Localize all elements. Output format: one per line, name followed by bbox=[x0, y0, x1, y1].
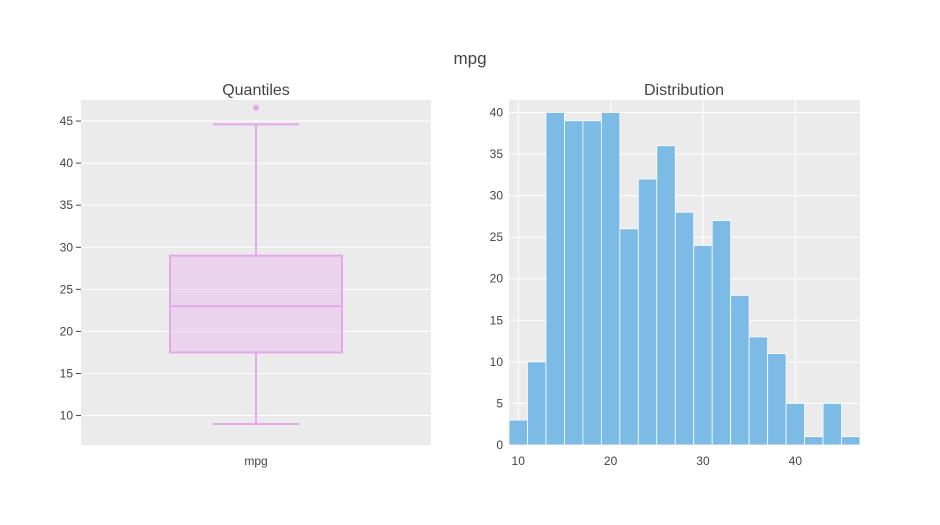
histogram-bar bbox=[637, 178, 658, 446]
box-y-tick-label: 25 bbox=[60, 282, 74, 296]
histogram-bar bbox=[841, 436, 861, 446]
histogram-bar bbox=[822, 403, 842, 446]
histogram-y-tick-label: 30 bbox=[490, 189, 504, 203]
histogram-bar bbox=[693, 245, 713, 446]
histogram-bar bbox=[730, 294, 750, 446]
box-x-tick-label: mpg bbox=[244, 454, 267, 468]
box-y-tick-label: 45 bbox=[60, 114, 74, 128]
histogram-bar bbox=[564, 120, 584, 446]
histogram-bar bbox=[767, 353, 787, 446]
histogram-x-tick-label: 40 bbox=[789, 454, 803, 468]
histogram-bar bbox=[748, 336, 769, 446]
histogram-bar bbox=[804, 436, 824, 446]
histogram-bar bbox=[600, 112, 621, 446]
box-plot-title: Quantiles bbox=[222, 82, 290, 99]
histogram-y-tick-label: 25 bbox=[490, 230, 504, 244]
histogram-bar bbox=[619, 228, 639, 446]
histogram-bar bbox=[656, 145, 676, 446]
histogram-panel: 10 20 30 40 0 5 10 15 20 25 30 35 40 bbox=[490, 100, 861, 468]
box-plot-panel: 10 15 20 25 30 35 40 45 mpg bbox=[60, 100, 431, 468]
histogram-bar bbox=[527, 361, 547, 446]
box-y-tick-label: 40 bbox=[60, 156, 74, 170]
histogram-bar bbox=[785, 403, 805, 446]
box-outlier bbox=[253, 104, 259, 111]
histogram-bar bbox=[545, 112, 565, 446]
histogram-y-tick-label: 35 bbox=[490, 147, 504, 161]
box-y-tick-label: 15 bbox=[60, 366, 74, 380]
box-y-tick-label: 35 bbox=[60, 198, 74, 212]
histogram-y-tick-label: 10 bbox=[490, 355, 504, 369]
histogram-y-tick-label: 40 bbox=[490, 105, 504, 119]
histogram-y-tick-label: 20 bbox=[490, 272, 504, 286]
figure-title: mpg bbox=[453, 49, 486, 68]
histogram-title: Distribution bbox=[644, 82, 724, 99]
histogram-y-tick-label: 0 bbox=[496, 438, 503, 452]
histogram-x-tick-label: 10 bbox=[512, 454, 526, 468]
histogram-bar bbox=[711, 220, 732, 446]
histogram-bar bbox=[582, 120, 602, 446]
histogram-bar bbox=[508, 419, 528, 446]
box-y-tick-label: 20 bbox=[60, 324, 74, 338]
histogram-y-tick-label: 15 bbox=[490, 313, 504, 327]
box-iqr bbox=[169, 254, 343, 354]
box-y-tick-label: 10 bbox=[60, 409, 74, 423]
box-y-tick-label: 30 bbox=[60, 240, 74, 254]
histogram-x-tick-label: 20 bbox=[604, 454, 618, 468]
histogram-x-tick-label: 30 bbox=[696, 454, 710, 468]
histogram-bar bbox=[674, 211, 695, 446]
histogram-y-tick-label: 5 bbox=[496, 396, 503, 410]
